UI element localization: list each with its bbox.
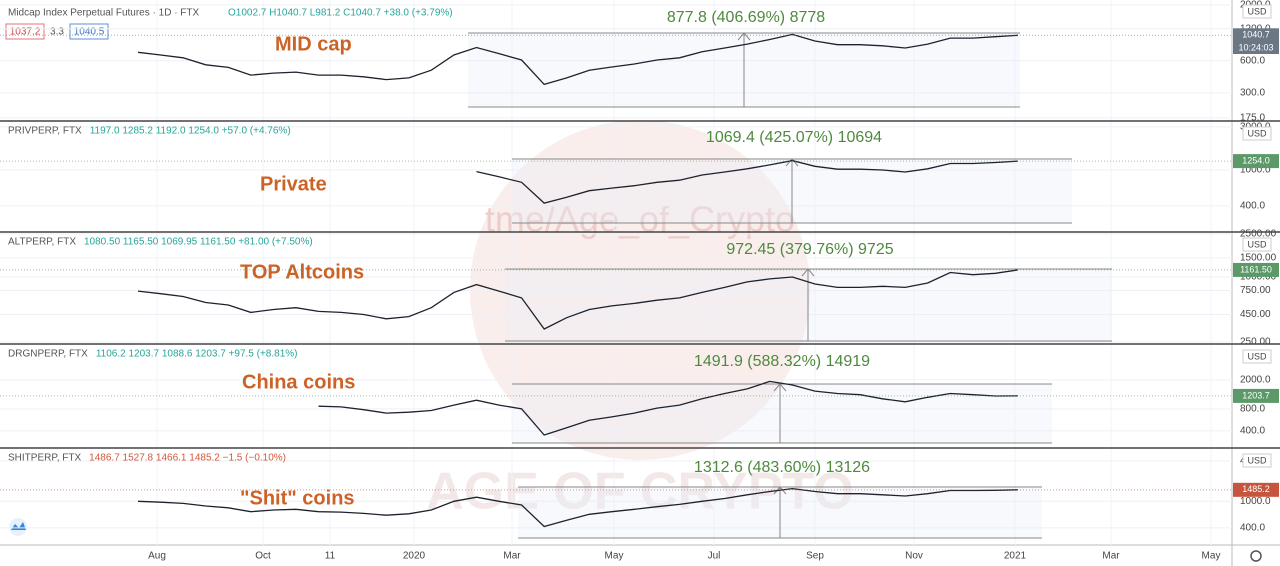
annotation: China coins [242, 371, 355, 393]
y-tick-label: 175.0 [1240, 112, 1265, 123]
annotation: Private [260, 173, 327, 195]
price-tag-label: 1040.7 [1242, 30, 1270, 40]
countdown: 10:24:03 [1238, 42, 1273, 52]
currency: USD [1247, 128, 1267, 138]
x-tick-label: May [605, 551, 624, 562]
currency-box [1242, 237, 1272, 252]
price-tag [1233, 154, 1279, 169]
price-tag-label: 1485.2 [1242, 484, 1270, 494]
price-tag [1233, 482, 1279, 497]
price-line [476, 159, 1019, 204]
ohlc: O1002.7 H1040.7 L981.2 C1040.7 +38.0 (+3… [228, 8, 453, 19]
currency: USD [1247, 239, 1267, 249]
ohlc: 1197.0 1285.2 1192.0 1254.0 +57.0 (+4.76… [90, 126, 291, 137]
price-tag-label: 1254.0 [1242, 155, 1270, 165]
x-tick-label: 2021 [1004, 551, 1027, 562]
y-tick-label: 1000.0 [1240, 496, 1271, 507]
symbol-title: Midcap Index Perpetual Futures · 1D · FT… [8, 8, 200, 19]
x-tick-label: Mar [1102, 551, 1120, 562]
y-tick-label: 2500.00 [1240, 229, 1277, 240]
price-line [137, 33, 1019, 86]
price-tag [1233, 388, 1279, 403]
currency-box [1242, 4, 1272, 19]
settings-icon[interactable] [1250, 550, 1262, 562]
price-tag [1233, 28, 1279, 43]
measure-arrowhead [737, 32, 751, 41]
price-line [318, 380, 1019, 436]
y-tick-label: 400.0 [1240, 201, 1265, 212]
series-title: SHITPERP, FTX [8, 453, 81, 464]
y-tick-label: 400.0 [1240, 523, 1265, 534]
x-tick-label: Nov [905, 551, 923, 562]
price-line [137, 487, 1019, 528]
series-title: ALTPERP, FTX [8, 237, 76, 248]
measure-label: 972.45 (379.76%) 9725 [726, 241, 893, 258]
x-tick-label: Jul [708, 551, 721, 562]
measure-label: 1312.6 (483.60%) 13126 [694, 459, 870, 476]
x-tick-label: Aug [148, 551, 166, 562]
ohlc: 1486.7 1527.8 1466.1 1485.2 −1.5 (−0.10%… [89, 453, 286, 464]
y-tick-label: 250.00 [1240, 337, 1271, 348]
x-tick-label: May [1202, 551, 1221, 562]
y-tick-label: 300.0 [1240, 88, 1265, 99]
measure-arrowhead [773, 383, 787, 392]
y-tick-label: 600.0 [1240, 55, 1265, 66]
measure-arrowhead [773, 486, 787, 495]
measure-label: 1069.4 (425.07%) 10694 [706, 129, 882, 146]
price-tag-label: 1203.7 [1242, 390, 1270, 400]
ohlc: 1106.2 1203.7 1088.6 1203.7 +97.5 (+8.81… [96, 349, 298, 360]
y-tick-label: 450.00 [1240, 309, 1271, 320]
ask: 1040.5 [74, 27, 105, 38]
currency: USD [1247, 351, 1267, 361]
ohlc: 1080.50 1165.50 1069.95 1161.50 +81.00 (… [84, 237, 313, 248]
series-title: PRIVPERP, FTX [8, 126, 82, 137]
measure-label: 877.8 (406.69%) 8778 [667, 9, 825, 26]
annotation: "Shit" coins [240, 487, 355, 509]
annotation: TOP Altcoins [240, 261, 364, 283]
x-tick-label: Sep [806, 551, 824, 562]
series-title: DRGNPERP, FTX [8, 349, 88, 360]
measure-box [512, 384, 1052, 443]
currency: USD [1247, 455, 1267, 465]
x-tick-label: Oct [255, 551, 271, 562]
y-tick-label: 1000.0 [1240, 165, 1271, 176]
x-tick-label: Mar [503, 551, 521, 562]
currency-box [1242, 453, 1272, 468]
spread: 3.3 [50, 27, 64, 38]
currency-box [1242, 349, 1272, 364]
y-tick-label: 2000.0 [1240, 374, 1271, 385]
y-tick-label: 750.00 [1240, 285, 1271, 296]
y-tick-label: 1000.00 [1240, 272, 1277, 283]
annotation: MID cap [275, 33, 352, 55]
y-tick-label: 1500.00 [1240, 253, 1277, 264]
bid: 1037.2 [10, 27, 41, 38]
watermark: AGE OF CRYPTO [426, 463, 854, 521]
time-tag [1233, 41, 1279, 54]
y-tick-label: 400.0 [1240, 425, 1265, 436]
price-tag-label: 1161.50 [1240, 264, 1272, 274]
currency-box [1242, 126, 1272, 141]
x-tick-label: 2020 [403, 551, 426, 562]
price-tag [1233, 262, 1279, 277]
measure-arrowhead [801, 268, 815, 277]
ask-box [69, 23, 109, 40]
y-tick-label: 800.0 [1240, 403, 1265, 414]
measure-label: 1491.9 (588.32%) 14919 [694, 353, 870, 370]
x-tick-label: 11 [325, 551, 336, 562]
price-line [137, 269, 1019, 330]
currency: USD [1247, 6, 1267, 16]
measure-arrowhead [785, 158, 799, 167]
